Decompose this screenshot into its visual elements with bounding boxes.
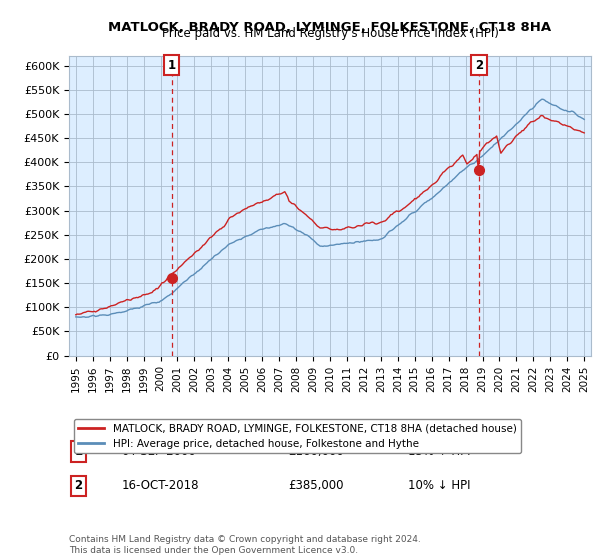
Text: Contains HM Land Registry data © Crown copyright and database right 2024.
This d: Contains HM Land Registry data © Crown c… [69, 535, 421, 555]
Text: 2: 2 [74, 479, 82, 492]
Text: £385,000: £385,000 [288, 479, 344, 492]
Text: 16-OCT-2018: 16-OCT-2018 [121, 479, 199, 492]
Text: 2: 2 [475, 59, 483, 72]
Legend: MATLOCK, BRADY ROAD, LYMINGE, FOLKESTONE, CT18 8HA (detached house), HPI: Averag: MATLOCK, BRADY ROAD, LYMINGE, FOLKESTONE… [74, 419, 521, 453]
Text: 15% ↑ HPI: 15% ↑ HPI [409, 445, 471, 458]
Text: Price paid vs. HM Land Registry's House Price Index (HPI): Price paid vs. HM Land Registry's House … [161, 26, 499, 40]
Text: 1: 1 [168, 59, 176, 72]
Text: 1: 1 [74, 445, 82, 458]
Text: 10% ↓ HPI: 10% ↓ HPI [409, 479, 471, 492]
Title: MATLOCK, BRADY ROAD, LYMINGE, FOLKESTONE, CT18 8HA: MATLOCK, BRADY ROAD, LYMINGE, FOLKESTONE… [109, 21, 551, 34]
Text: 04-SEP-2000: 04-SEP-2000 [121, 445, 196, 458]
Text: £160,000: £160,000 [288, 445, 344, 458]
